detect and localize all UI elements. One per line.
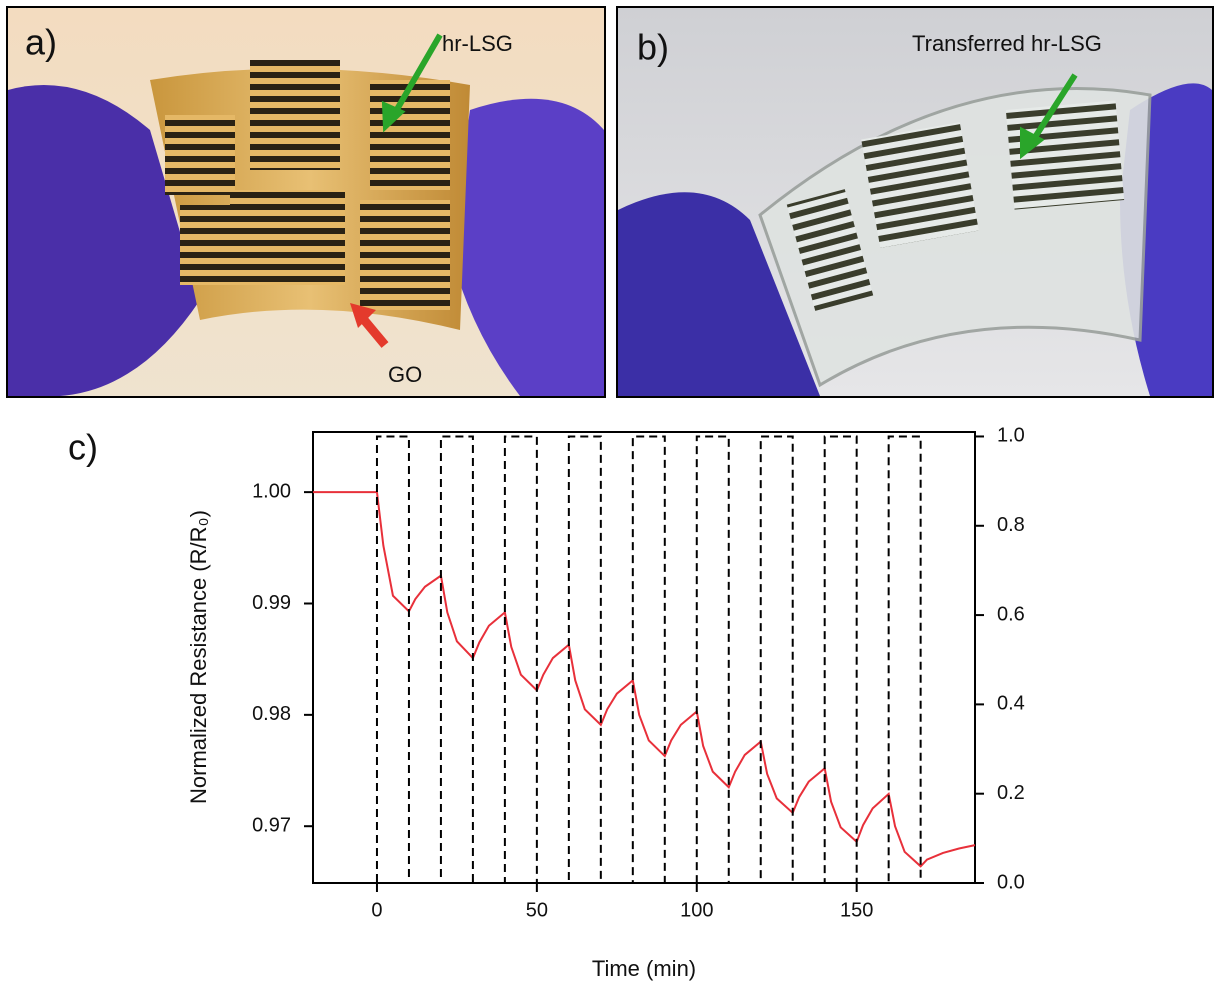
x-tick-label: 100 <box>680 899 713 921</box>
panel-label: c) <box>68 427 98 468</box>
dashed-line <box>313 436 975 883</box>
y2-tick-label: 0.2 <box>997 782 1025 804</box>
y-axis-label: Normalized Resistance (R/R₀) <box>186 510 211 804</box>
y2-tick-label: 1.0 <box>997 425 1025 447</box>
y-tick-label: 0.99 <box>252 592 291 614</box>
y-tick-label: 0.97 <box>252 814 291 836</box>
figure: a) hr-LSG GO b) Transferred hr-LSG c) Ti… <box>0 0 1217 984</box>
annotation: GO <box>388 362 422 387</box>
y2-tick-label: 0.8 <box>997 514 1025 536</box>
y-tick-label: 1.00 <box>252 480 291 502</box>
y2-tick-label: 0.0 <box>997 871 1025 893</box>
annotation: hr-LSG <box>442 31 513 56</box>
panel-label: a) <box>25 22 57 63</box>
y-tick-label: 0.98 <box>252 703 291 725</box>
plot-frame <box>313 432 975 883</box>
data-line <box>313 492 975 866</box>
x-tick-label: 150 <box>840 899 873 921</box>
panel-label: b) <box>637 27 669 68</box>
y2-tick-label: 0.6 <box>997 603 1025 625</box>
annotation: Transferred hr-LSG <box>912 31 1102 56</box>
x-axis-label: Time (min) <box>592 956 696 981</box>
y2-tick-label: 0.4 <box>997 693 1025 715</box>
photo-b: b) Transferred hr-LSG <box>617 7 1213 397</box>
x-tick-label: 0 <box>371 899 382 921</box>
x-tick-label: 50 <box>526 899 548 921</box>
photo-a: a) hr-LSG GO <box>7 7 605 397</box>
